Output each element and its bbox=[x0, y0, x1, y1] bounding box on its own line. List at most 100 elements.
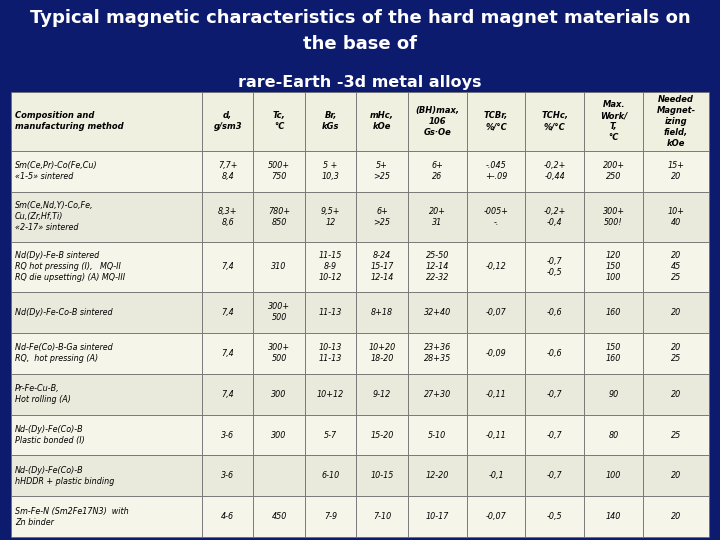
Text: 7,4: 7,4 bbox=[221, 308, 234, 317]
Bar bbox=[202, 333, 253, 374]
Bar bbox=[584, 374, 643, 415]
Text: Nd-(Dy)-Fe(Co)-B
Plastic bonded (I): Nd-(Dy)-Fe(Co)-B Plastic bonded (I) bbox=[15, 425, 85, 445]
Text: Nd-(Dy)-Fe(Co)-B
hHDDR + plastic binding: Nd-(Dy)-Fe(Co)-B hHDDR + plastic binding bbox=[15, 466, 114, 486]
Bar bbox=[643, 455, 709, 496]
Bar bbox=[253, 92, 305, 151]
Text: Nd(Dy)-Fe-Co-B sintered: Nd(Dy)-Fe-Co-B sintered bbox=[15, 308, 112, 317]
Text: mHc,
kOe: mHc, kOe bbox=[370, 111, 394, 131]
Text: -.045
+-.09: -.045 +-.09 bbox=[485, 161, 507, 181]
Bar bbox=[202, 242, 253, 292]
Text: 780+
850: 780+ 850 bbox=[268, 207, 290, 227]
Bar bbox=[408, 415, 467, 455]
Bar bbox=[643, 333, 709, 374]
Bar bbox=[305, 333, 356, 374]
Bar bbox=[467, 333, 526, 374]
Bar bbox=[467, 415, 526, 455]
Bar bbox=[11, 151, 202, 192]
Text: d,
g/sm3: d, g/sm3 bbox=[213, 111, 242, 131]
Text: 450: 450 bbox=[271, 512, 287, 521]
Text: 9-12: 9-12 bbox=[373, 389, 391, 399]
Bar bbox=[584, 415, 643, 455]
Bar bbox=[202, 496, 253, 537]
Text: 200+
250: 200+ 250 bbox=[603, 161, 625, 181]
Bar bbox=[11, 292, 202, 333]
Bar bbox=[584, 496, 643, 537]
Text: 12-20: 12-20 bbox=[426, 471, 449, 481]
Text: 8+18: 8+18 bbox=[371, 308, 393, 317]
Text: 300+
500: 300+ 500 bbox=[268, 343, 290, 363]
Bar bbox=[356, 333, 408, 374]
Text: 7,4: 7,4 bbox=[221, 262, 234, 271]
Bar bbox=[356, 151, 408, 192]
Text: 120
150
100: 120 150 100 bbox=[606, 251, 621, 282]
Bar bbox=[467, 496, 526, 537]
Text: Nd(Dy)-Fe-B sintered
RQ hot pressing (I),   MQ-II
RQ die upsetting) (A) MQ-III: Nd(Dy)-Fe-B sintered RQ hot pressing (I)… bbox=[15, 251, 125, 282]
Bar bbox=[202, 374, 253, 415]
Text: 7-9: 7-9 bbox=[324, 512, 337, 521]
Text: -0,7: -0,7 bbox=[547, 389, 562, 399]
Bar bbox=[526, 496, 584, 537]
Bar bbox=[467, 292, 526, 333]
Bar bbox=[253, 415, 305, 455]
Text: 10+20
18-20: 10+20 18-20 bbox=[369, 343, 396, 363]
Bar bbox=[11, 192, 202, 242]
Text: Max.
Work/
T,
°C: Max. Work/ T, °C bbox=[600, 100, 627, 143]
Bar bbox=[253, 192, 305, 242]
Text: -0,7: -0,7 bbox=[547, 430, 562, 440]
Text: 6+
26: 6+ 26 bbox=[431, 161, 443, 181]
Bar bbox=[305, 455, 356, 496]
Bar bbox=[526, 374, 584, 415]
Text: 300: 300 bbox=[271, 389, 287, 399]
Bar bbox=[526, 455, 584, 496]
Bar bbox=[305, 151, 356, 192]
Text: 150
160: 150 160 bbox=[606, 343, 621, 363]
Bar bbox=[584, 333, 643, 374]
Bar bbox=[253, 333, 305, 374]
Text: 10-15: 10-15 bbox=[370, 471, 394, 481]
Text: 15+
20: 15+ 20 bbox=[667, 161, 685, 181]
Text: 7,7+
8,4: 7,7+ 8,4 bbox=[218, 161, 238, 181]
Text: the base of: the base of bbox=[303, 35, 417, 53]
Text: 20: 20 bbox=[671, 512, 681, 521]
Bar bbox=[202, 455, 253, 496]
Text: 7,4: 7,4 bbox=[221, 389, 234, 399]
Bar bbox=[305, 415, 356, 455]
Bar bbox=[408, 455, 467, 496]
Text: 20
45
25: 20 45 25 bbox=[671, 251, 681, 282]
Bar bbox=[467, 242, 526, 292]
Text: 23+36
28+35: 23+36 28+35 bbox=[423, 343, 451, 363]
Text: 6-10: 6-10 bbox=[321, 471, 340, 481]
Bar bbox=[305, 292, 356, 333]
Bar bbox=[643, 92, 709, 151]
Text: -0,07: -0,07 bbox=[485, 512, 506, 521]
Text: 11-13: 11-13 bbox=[319, 308, 342, 317]
Bar bbox=[526, 242, 584, 292]
Bar bbox=[526, 192, 584, 242]
Text: 5-10: 5-10 bbox=[428, 430, 446, 440]
Bar bbox=[305, 374, 356, 415]
Bar bbox=[467, 92, 526, 151]
Bar bbox=[584, 242, 643, 292]
Bar bbox=[11, 415, 202, 455]
Text: 7-10: 7-10 bbox=[373, 512, 391, 521]
Text: 25-50
12-14
22-32: 25-50 12-14 22-32 bbox=[426, 251, 449, 282]
Text: -0,11: -0,11 bbox=[485, 389, 506, 399]
Bar bbox=[253, 292, 305, 333]
Text: 25: 25 bbox=[671, 430, 681, 440]
Bar bbox=[253, 455, 305, 496]
Bar bbox=[253, 151, 305, 192]
Bar bbox=[202, 192, 253, 242]
Bar bbox=[643, 192, 709, 242]
Bar bbox=[526, 415, 584, 455]
Text: 20
25: 20 25 bbox=[671, 343, 681, 363]
Text: 8,3+
8,6: 8,3+ 8,6 bbox=[218, 207, 238, 227]
Text: 10-17: 10-17 bbox=[426, 512, 449, 521]
Text: -0,5: -0,5 bbox=[547, 512, 562, 521]
Text: Nd-Fe(Co)-B-Ga sintered
RQ,  hot pressing (A): Nd-Fe(Co)-B-Ga sintered RQ, hot pressing… bbox=[15, 343, 113, 363]
Text: 20: 20 bbox=[671, 308, 681, 317]
Bar bbox=[305, 242, 356, 292]
Bar bbox=[643, 374, 709, 415]
Text: 9,5+
12: 9,5+ 12 bbox=[321, 207, 341, 227]
Bar bbox=[11, 374, 202, 415]
Bar bbox=[11, 92, 202, 151]
